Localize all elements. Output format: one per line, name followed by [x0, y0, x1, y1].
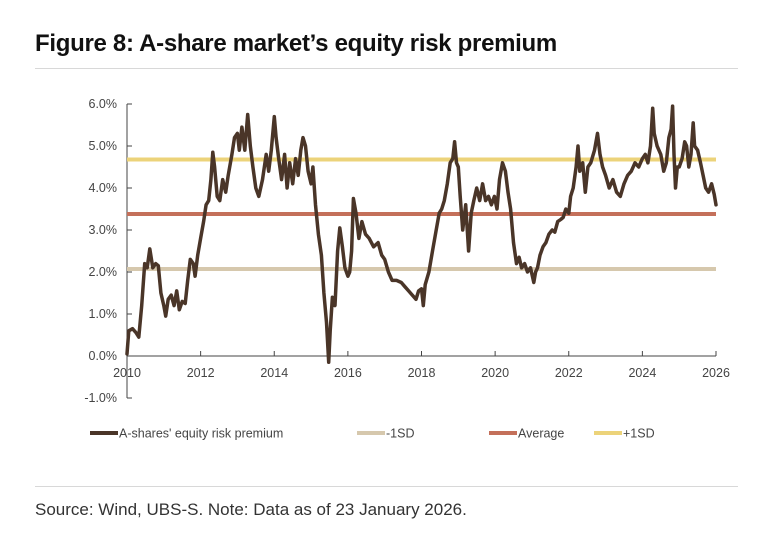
- legend-label: -1SD: [386, 427, 414, 441]
- y-tick-label: -1.0%: [84, 391, 117, 405]
- reference-lines: [127, 157, 716, 272]
- y-tick-label: 2.0%: [89, 265, 118, 279]
- x-tick-label: 2010: [113, 366, 141, 380]
- y-tick-label: 6.0%: [89, 97, 118, 111]
- series-layer: [125, 104, 718, 365]
- erp-series-line: [125, 104, 718, 365]
- source-note: Source: Wind, UBS-S. Note: Data as of 23…: [35, 500, 467, 519]
- x-tick-label: 2022: [555, 366, 583, 380]
- legend-label: Average: [518, 427, 564, 441]
- x-axis: 2010 2012 2014 2016 2018 2020 2022 2024 2026: [113, 351, 730, 380]
- x-tick-label: 2020: [481, 366, 509, 380]
- x-tick-label: 2024: [628, 366, 656, 380]
- x-tick-label: 2014: [260, 366, 288, 380]
- source-divider: [35, 486, 738, 487]
- legend-label: +1SD: [623, 427, 655, 441]
- y-tick-label: 3.0%: [89, 223, 118, 237]
- y-tick-label: 4.0%: [89, 181, 118, 195]
- y-tick-label: 1.0%: [89, 307, 118, 321]
- legend-label: A-shares' equity risk premium: [119, 427, 283, 441]
- y-tick-label: 5.0%: [89, 139, 118, 153]
- erp-chart: -1.0%0.0%1.0%2.0%3.0%4.0%5.0%6.0% 2010 20…: [84, 97, 730, 441]
- y-tick-label: 0.0%: [89, 349, 118, 363]
- x-tick-label: 2016: [334, 366, 362, 380]
- figure-title: Figure 8: A-share market’s equity risk p…: [35, 30, 557, 57]
- x-tick-label: 2018: [408, 366, 436, 380]
- title-divider: [35, 68, 738, 69]
- y-axis: -1.0% 0.0% 1.0% 2.0% 3.0% 4.0% 5.0% 6.0%: [84, 97, 132, 405]
- x-tick-label: 2026: [702, 366, 730, 380]
- legend: A-shares' equity risk premium -1SD Average…: [90, 427, 655, 441]
- x-tick-label: 2012: [187, 366, 215, 380]
